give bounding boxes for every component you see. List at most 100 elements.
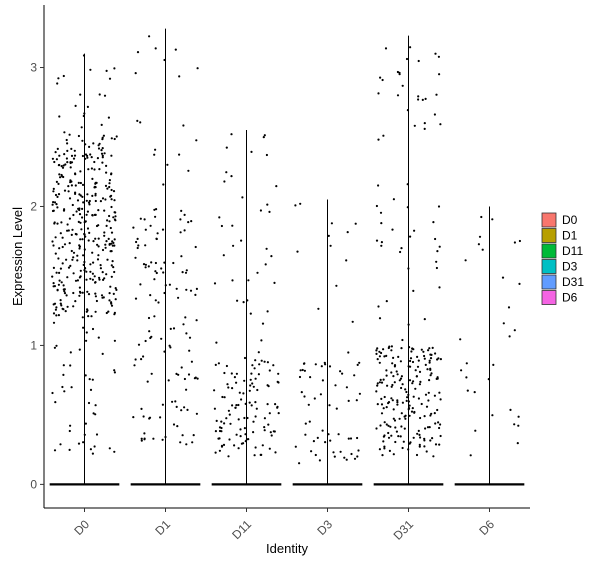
point-d31 xyxy=(399,360,402,363)
point-d6 xyxy=(464,259,467,262)
point-d0 xyxy=(81,139,84,142)
point-d3 xyxy=(328,404,331,407)
point-d0 xyxy=(110,172,113,175)
point-d31 xyxy=(426,368,429,371)
point-d0 xyxy=(77,220,80,223)
point-d11 xyxy=(267,423,270,426)
point-d1 xyxy=(183,213,186,216)
point-d11 xyxy=(254,359,257,362)
point-d11 xyxy=(254,446,257,449)
point-d31 xyxy=(396,373,399,376)
point-d0 xyxy=(70,233,73,236)
point-d11 xyxy=(244,440,247,443)
point-d0 xyxy=(62,284,65,287)
point-d0 xyxy=(86,210,89,213)
point-d31 xyxy=(383,395,386,399)
point-d0 xyxy=(110,304,114,307)
point-d0 xyxy=(55,203,58,206)
point-d0 xyxy=(85,199,88,202)
point-d31 xyxy=(396,399,399,402)
point-d0 xyxy=(79,221,82,224)
point-d1 xyxy=(167,379,170,382)
point-d11 xyxy=(263,417,266,420)
point-d1 xyxy=(179,441,182,444)
point-d3 xyxy=(353,374,356,377)
point-d1 xyxy=(144,339,147,343)
point-d0 xyxy=(109,226,112,230)
point-d0 xyxy=(51,391,54,395)
point-d31 xyxy=(395,370,398,373)
point-d0 xyxy=(100,149,103,152)
point-d3 xyxy=(323,361,326,364)
point-d0 xyxy=(110,137,113,140)
point-d0 xyxy=(80,228,83,231)
point-d3 xyxy=(327,234,330,237)
point-d1 xyxy=(162,183,165,186)
point-d3 xyxy=(346,231,349,234)
point-d6 xyxy=(513,423,516,426)
point-d6 xyxy=(473,391,476,394)
point-d0 xyxy=(76,259,79,262)
point-d31 xyxy=(439,398,442,401)
point-d6 xyxy=(477,243,480,246)
point-d0 xyxy=(109,285,112,288)
point-d0 xyxy=(65,157,68,160)
point-d31 xyxy=(381,454,384,457)
point-d1 xyxy=(163,350,166,353)
point-d0 xyxy=(108,185,111,189)
point-d0 xyxy=(59,299,62,302)
point-d31 xyxy=(407,323,410,326)
point-d1 xyxy=(181,434,184,437)
point-d31 xyxy=(413,410,416,414)
point-d31 xyxy=(382,348,385,351)
point-d0 xyxy=(101,147,104,150)
point-d0 xyxy=(79,291,82,294)
point-d0 xyxy=(53,449,57,452)
point-d1 xyxy=(187,169,190,172)
point-d11 xyxy=(256,388,259,392)
point-d1 xyxy=(175,405,178,408)
point-d6 xyxy=(517,415,520,418)
point-d0 xyxy=(84,220,87,223)
point-d0 xyxy=(79,238,82,241)
point-d3 xyxy=(334,384,337,387)
point-d0 xyxy=(82,201,85,204)
point-d11 xyxy=(255,407,258,410)
point-d0 xyxy=(97,224,100,227)
point-d1 xyxy=(176,425,179,428)
point-d31 xyxy=(415,453,419,457)
point-d31 xyxy=(401,84,404,87)
point-d0 xyxy=(85,278,88,281)
point-d0 xyxy=(106,219,109,222)
point-d0 xyxy=(62,308,65,311)
point-d1 xyxy=(157,301,160,304)
point-d31 xyxy=(430,412,433,415)
point-d11 xyxy=(221,395,224,399)
point-d3 xyxy=(308,420,311,423)
point-d11 xyxy=(249,384,252,387)
point-d6 xyxy=(502,322,505,325)
legend-swatch-d11 xyxy=(541,243,557,259)
point-d11 xyxy=(276,405,279,408)
point-d11 xyxy=(227,409,230,412)
point-d31 xyxy=(427,399,430,402)
point-d0 xyxy=(54,401,57,404)
point-d0 xyxy=(54,151,57,154)
point-d1 xyxy=(156,232,159,235)
point-d0 xyxy=(113,311,116,314)
point-d1 xyxy=(177,296,180,299)
point-d1 xyxy=(163,58,166,62)
point-d0 xyxy=(115,288,118,291)
point-d1 xyxy=(162,271,165,274)
point-d11 xyxy=(228,413,231,416)
point-d3 xyxy=(312,440,315,443)
point-d0 xyxy=(63,131,66,134)
point-d0 xyxy=(65,294,68,297)
point-d31 xyxy=(388,449,391,452)
point-d3 xyxy=(318,459,321,462)
point-d0 xyxy=(82,441,85,444)
point-d31 xyxy=(429,368,432,371)
point-d31 xyxy=(396,403,399,406)
point-d6 xyxy=(480,215,483,219)
